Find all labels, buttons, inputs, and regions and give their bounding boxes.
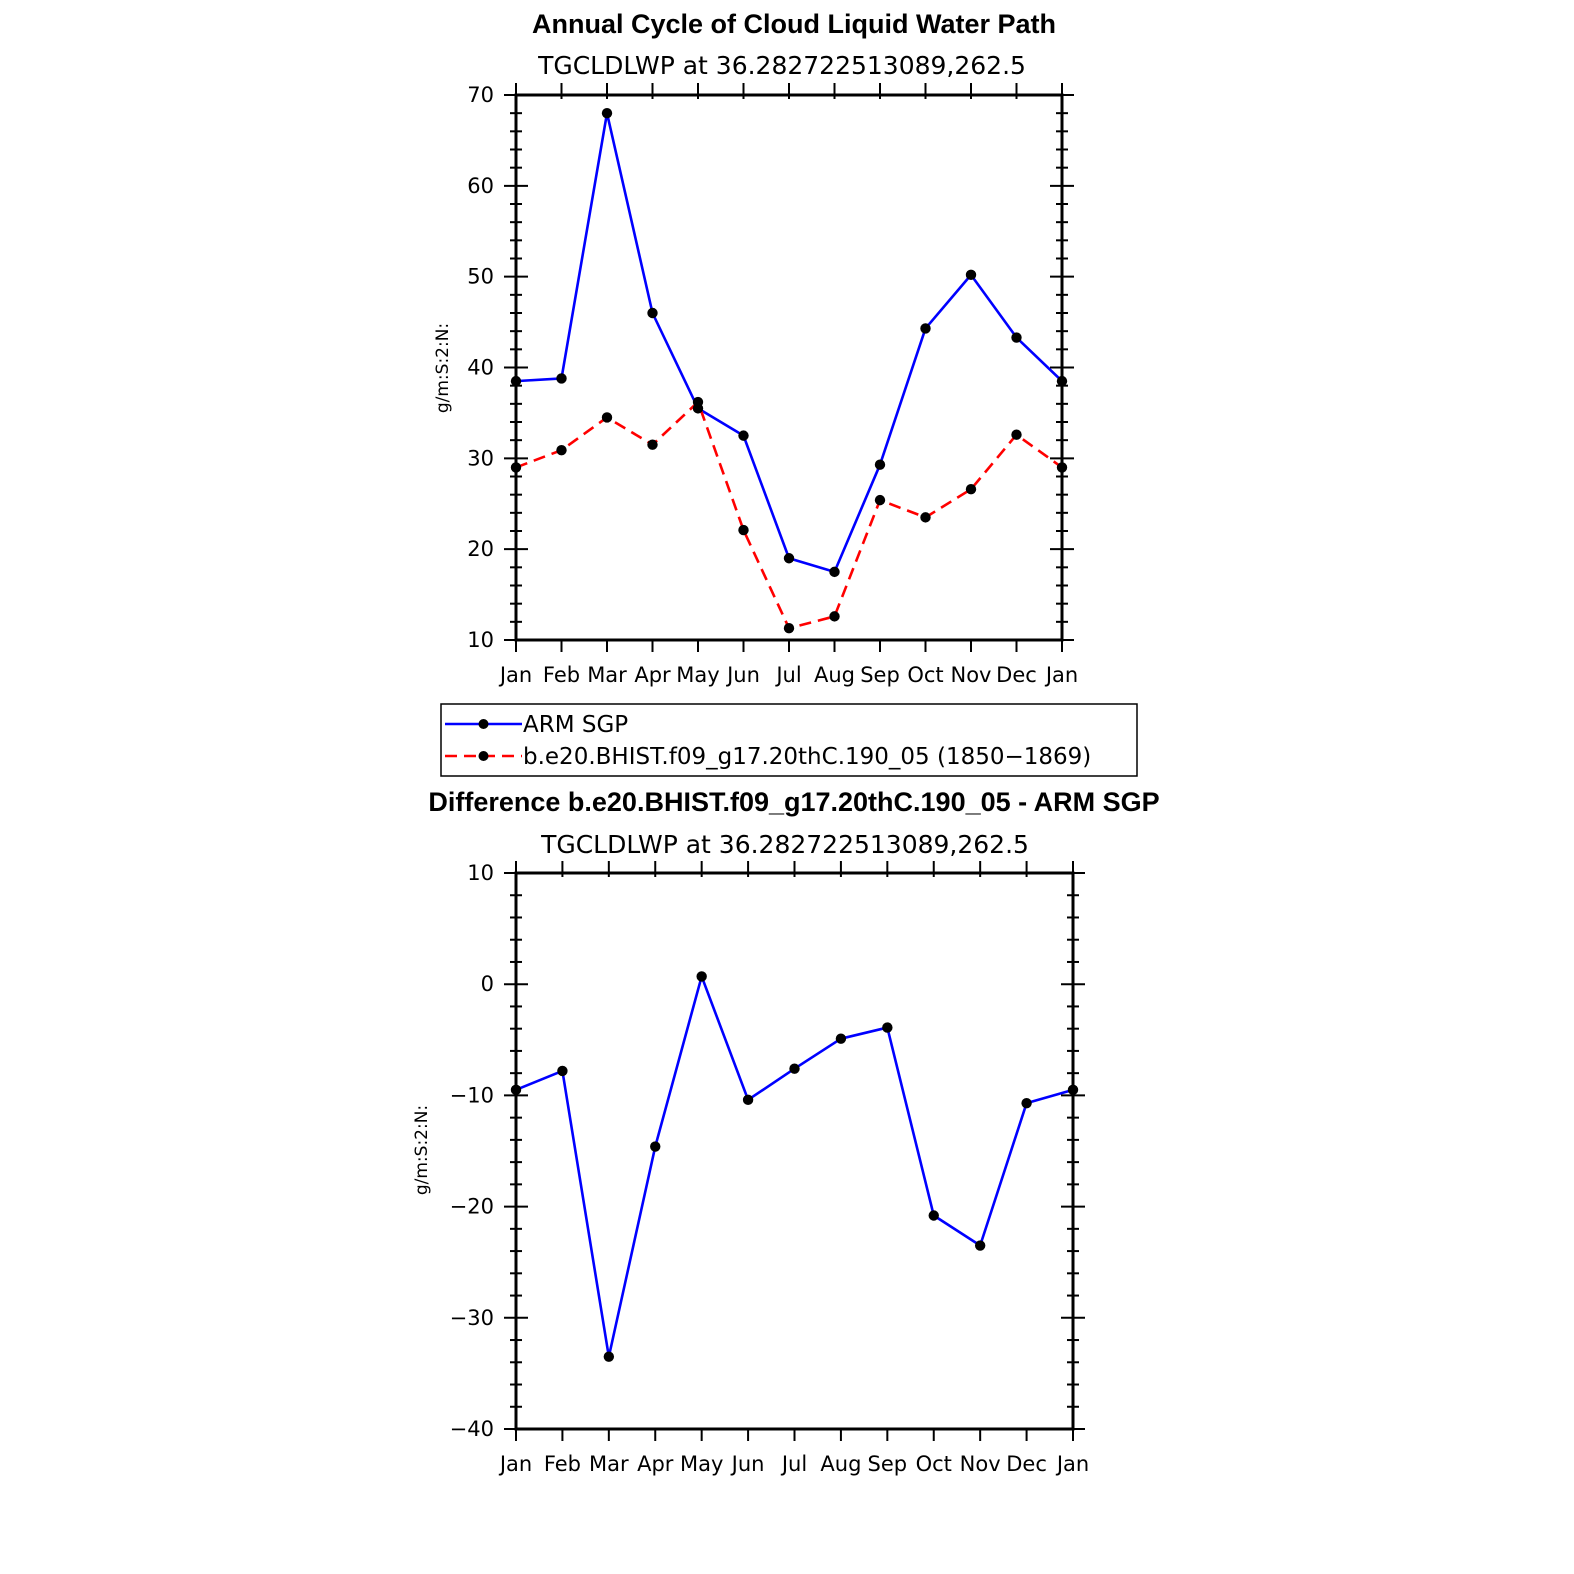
y-tick-label: −20 (450, 1195, 494, 1219)
top-chart: Annual Cycle of Cloud Liquid Water Path … (433, 9, 1078, 687)
x-tick-label: Sep (860, 663, 900, 687)
bottom-chart-title: Difference b.e20.BHIST.f09_g17.20thC.190… (428, 787, 1159, 817)
data-point-1-4 (692, 396, 704, 408)
data-point-0-8 (874, 459, 886, 470)
data-point-0-1 (557, 1065, 568, 1077)
data-point-0-10 (974, 1240, 986, 1251)
data-point-1-7 (829, 611, 840, 622)
data-point-0-1 (556, 373, 567, 384)
series-line-1 (515, 400, 1063, 630)
data-point-0-5 (742, 1094, 754, 1106)
x-tick-label: Oct (916, 1452, 952, 1476)
top-chart-title: Annual Cycle of Cloud Liquid Water Path (532, 9, 1056, 39)
x-tick-label: Nov (960, 1452, 1001, 1476)
data-point-1-1 (556, 444, 567, 456)
series-line-0 (515, 975, 1074, 1359)
data-point-0-3 (650, 1141, 661, 1152)
bottom-chart-marks (510, 971, 1079, 1362)
top-chart-subtitle: TGCLDLWP at 36.282722513089,262.5 (537, 51, 1026, 80)
x-tick-label: Sep (868, 1452, 908, 1476)
top-chart-ticks: 10 20 30 40 50 60 70 Jan Feb Mar Apr May Jun Jul Aug Se… (467, 83, 1078, 687)
top-chart-frame (514, 93, 1064, 642)
x-tick-label: Jun (730, 1452, 765, 1476)
bottom-chart: Difference b.e20.BHIST.f09_g17.20thC.190… (412, 787, 1160, 1476)
data-point-0-5 (738, 430, 749, 441)
bottom-chart-ticks: −40 −30 −20 −10 0 10 Jan Feb Mar Apr May Jun Jul Aug S… (450, 861, 1089, 1476)
y-tick-label: 10 (467, 628, 494, 652)
x-tick-label: Mar (587, 663, 627, 687)
y-tick-label: 30 (467, 446, 494, 470)
x-tick-label: Jan (1044, 663, 1078, 687)
x-tick-label: Jul (780, 1452, 807, 1476)
x-tick-label: Mar (589, 1452, 629, 1476)
x-tick-label: Oct (907, 663, 943, 687)
x-tick-label: Aug (820, 1452, 861, 1476)
legend: ARM SGP b.e20.BHIST.f09_g17.20thC.190_05… (440, 703, 1138, 777)
y-tick-label: 50 (467, 265, 494, 289)
y-tick-label: −30 (450, 1306, 494, 1330)
data-point-0-6 (783, 553, 795, 564)
legend-marker-model (478, 751, 489, 761)
data-point-1-11 (1011, 429, 1022, 440)
y-tick-label: 70 (467, 83, 494, 107)
data-point-1-10 (965, 484, 977, 495)
data-point-0-11 (1021, 1097, 1032, 1109)
legend-label-model: b.e20.BHIST.f09_g17.20thC.190_05 (1850−1… (523, 744, 1091, 770)
x-tick-label: Feb (544, 1452, 581, 1476)
x-tick-label: May (680, 1452, 723, 1476)
x-tick-label: Jul (774, 663, 801, 687)
x-tick-label: Jan (498, 1452, 532, 1476)
x-tick-label: Apr (634, 663, 671, 687)
y-tick-label: −40 (450, 1417, 494, 1441)
legend-marker-arm-sgp (478, 719, 489, 729)
y-tick-label: −10 (450, 1083, 494, 1107)
bottom-chart-subtitle: TGCLDLWP at 36.282722513089,262.5 (540, 830, 1029, 859)
x-tick-label: Aug (814, 663, 855, 687)
data-point-0-9 (920, 323, 931, 334)
x-tick-label: Jan (1055, 1452, 1089, 1476)
x-tick-label: Apr (637, 1452, 674, 1476)
data-point-0-11 (1011, 332, 1022, 343)
data-point-1-5 (738, 524, 749, 536)
data-point-0-2 (603, 1351, 615, 1362)
data-point-0-7 (835, 1033, 847, 1044)
data-point-0-10 (965, 269, 977, 281)
y-tick-label: 60 (467, 174, 494, 198)
x-tick-label: Jan (498, 663, 532, 687)
bottom-chart-ylabel: g/m:S:2:N: (412, 1105, 432, 1195)
x-tick-label: May (676, 663, 719, 687)
data-point-1-2 (601, 412, 613, 423)
data-point-1-9 (920, 512, 931, 523)
x-tick-label: Dec (1006, 1452, 1047, 1476)
legend-label-arm-sgp: ARM SGP (523, 712, 628, 738)
y-tick-label: 10 (467, 861, 494, 885)
x-tick-label: Dec (996, 663, 1037, 687)
y-tick-label: 0 (481, 972, 494, 996)
data-point-0-4 (696, 971, 707, 982)
top-chart-ylabel: g/m:S:2:N: (433, 323, 453, 413)
data-point-0-6 (789, 1063, 800, 1074)
data-point-0-7 (829, 566, 840, 578)
y-tick-label: 20 (467, 537, 494, 561)
data-point-1-3 (647, 439, 658, 450)
data-point-0-8 (882, 1022, 893, 1033)
data-point-0-3 (647, 307, 658, 319)
data-point-0-9 (928, 1210, 939, 1221)
legend-box (440, 703, 1138, 777)
series-line-0 (515, 111, 1063, 574)
y-tick-label: 40 (467, 356, 494, 380)
x-tick-label: Jun (725, 663, 760, 687)
data-point-1-6 (783, 622, 795, 634)
x-tick-label: Nov (951, 663, 992, 687)
data-point-0-2 (601, 107, 613, 119)
data-point-1-8 (874, 494, 886, 506)
bottom-chart-frame (514, 871, 1075, 1431)
top-chart-marks (510, 107, 1068, 634)
x-tick-label: Feb (543, 663, 580, 687)
